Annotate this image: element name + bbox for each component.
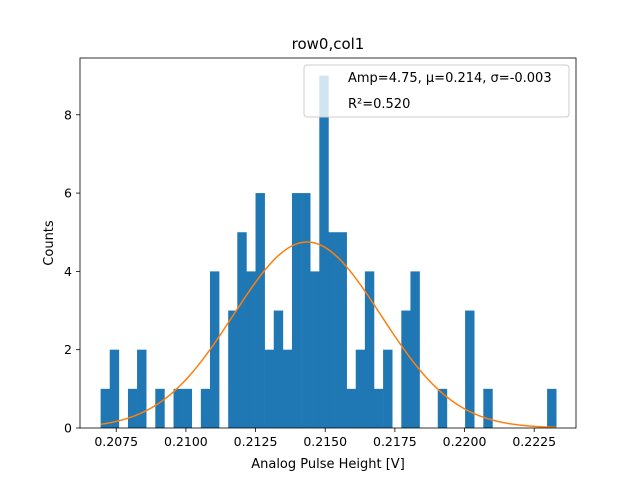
y-tick-label: 8	[64, 107, 72, 122]
y-tick-label: 6	[64, 186, 72, 201]
x-tick-label: 0.2150	[303, 434, 347, 449]
histogram-bar	[209, 271, 220, 428]
histogram-bar	[401, 310, 411, 428]
y-tick-label: 2	[64, 342, 72, 357]
histogram-bar	[255, 193, 265, 428]
histogram-bar	[246, 271, 256, 428]
histogram-bar	[364, 271, 375, 428]
y-axis-ticks: 0 2 4 6 8	[64, 107, 80, 436]
histogram-bar	[273, 310, 284, 428]
histogram-bar	[465, 310, 475, 428]
histogram-bar	[155, 388, 165, 428]
y-tick-label: 4	[64, 264, 72, 279]
x-axis-label: Analog Pulse Height [V]	[251, 457, 405, 472]
chart-title: row0,col1	[292, 35, 365, 53]
histogram-bar	[282, 349, 293, 428]
histogram-bar	[127, 388, 138, 428]
x-tick-label: 0.2100	[164, 434, 208, 449]
histogram-bar	[373, 388, 384, 428]
histogram-bar	[310, 271, 320, 428]
y-axis-label: Counts	[42, 220, 57, 266]
histogram-bar	[264, 349, 275, 428]
histogram-bar	[410, 271, 420, 428]
histogram-bar	[200, 388, 211, 428]
plot-frame	[79, 57, 577, 429]
x-axis-ticks: 0.2075 0.2100 0.2125 0.2150 0.2175 0.2200 0.22…	[94, 428, 556, 449]
histogram-bar	[383, 349, 393, 428]
histogram-bar	[173, 388, 183, 428]
legend-box	[303, 64, 570, 118]
x-tick-label: 0.2225	[512, 434, 556, 449]
histogram-bar	[337, 232, 347, 428]
histogram-bar	[291, 193, 302, 428]
x-tick-label: 0.2125	[234, 434, 278, 449]
histogram-bar	[100, 388, 111, 428]
histogram-bar	[301, 193, 311, 428]
histogram-bar	[355, 349, 366, 428]
histogram-bar	[228, 310, 238, 428]
fit-curve	[100, 241, 557, 429]
histogram-bar	[483, 388, 493, 428]
legend: Amp=4.75, μ=0.214, σ=-0.003 R²=0.520	[303, 64, 570, 118]
histogram-bar	[328, 232, 338, 428]
histogram-bar	[109, 349, 120, 428]
legend-r2-text: R²=0.520	[348, 97, 410, 112]
histogram-bar	[182, 388, 193, 428]
histogram-bars	[100, 75, 557, 429]
histogram-bar	[547, 388, 557, 428]
histogram-bar	[319, 75, 329, 429]
y-tick-label: 0	[64, 421, 72, 436]
histogram-bar	[346, 388, 357, 428]
x-tick-label: 0.2175	[373, 434, 417, 449]
histogram-bar	[237, 232, 247, 428]
x-tick-label: 0.2200	[443, 434, 487, 449]
legend-amp-text: Amp=4.75, μ=0.214, σ=-0.003	[348, 71, 552, 86]
x-tick-label: 0.2075	[94, 434, 138, 449]
histogram-bar	[137, 349, 147, 428]
histogram-bar	[437, 388, 448, 428]
